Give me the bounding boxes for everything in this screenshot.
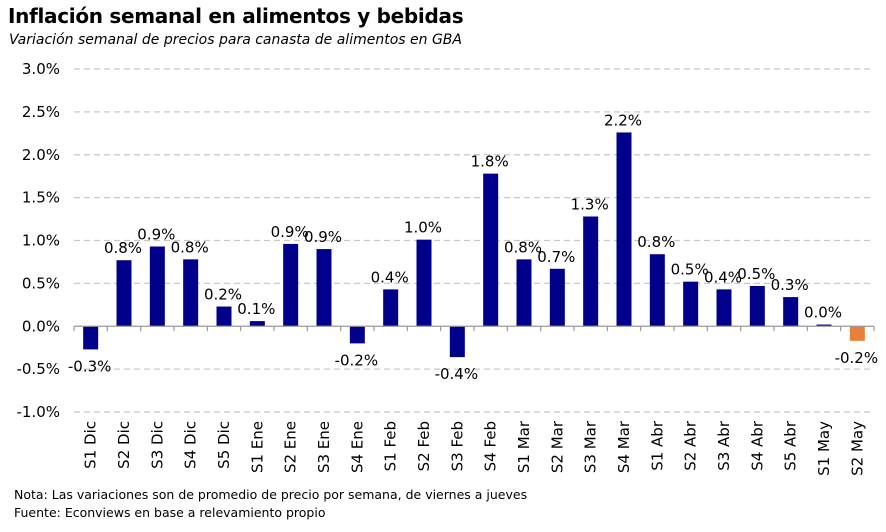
data-label: 0.8% xyxy=(504,238,542,256)
y-tick-label: 0.0% xyxy=(22,317,60,335)
data-label: 0.0% xyxy=(804,304,842,322)
y-tick-label: -1.0% xyxy=(16,403,60,421)
y-tick-label: 0.5% xyxy=(22,274,60,292)
bar xyxy=(183,259,199,327)
bar xyxy=(283,243,299,327)
data-label: 1.0% xyxy=(404,219,442,237)
category-label: S3 Feb xyxy=(448,421,466,471)
data-label: 0.1% xyxy=(237,300,275,318)
y-tick-label: 2.0% xyxy=(22,146,60,164)
chart-note: Nota: Las variaciones son de promedio de… xyxy=(14,487,528,502)
data-label: 2.2% xyxy=(604,111,642,129)
data-label: 1.8% xyxy=(471,153,509,171)
category-label: S3 Dic xyxy=(148,421,166,469)
bar xyxy=(683,281,699,327)
chart-title: Inflación semanal en alimentos y bebidas xyxy=(8,4,464,28)
bar xyxy=(149,246,165,327)
bar xyxy=(783,297,799,327)
category-label: S1 Ene xyxy=(248,421,266,473)
bar xyxy=(416,239,432,327)
data-label: 0.5% xyxy=(737,265,775,283)
y-tick-label: 3.0% xyxy=(22,60,60,78)
data-label: 0.5% xyxy=(671,261,709,279)
zero-axis xyxy=(73,325,875,332)
data-label: -0.2% xyxy=(335,351,379,369)
bar xyxy=(649,254,665,327)
category-label: S4 Abr xyxy=(748,420,766,471)
data-label: 0.8% xyxy=(637,233,675,251)
bar xyxy=(216,306,232,327)
chart-subtitle: Variación semanal de precios para canast… xyxy=(9,32,462,48)
bar xyxy=(483,173,499,327)
category-label: S4 Feb xyxy=(482,421,500,471)
category-label: S2 Dic xyxy=(115,421,133,469)
bar xyxy=(516,259,532,327)
bar xyxy=(816,324,832,327)
gridlines xyxy=(74,68,874,413)
data-label: 1.3% xyxy=(571,195,609,213)
bar xyxy=(716,289,732,327)
data-label: 0.2% xyxy=(204,286,242,304)
y-axis-ticks: 3.0% 2.5% 2.0% 1.5% 1.0% 0.5% 0.0% -0.5% -1.0% xyxy=(16,60,60,421)
category-label: S2 Ene xyxy=(282,421,300,473)
category-label: S3 Ene xyxy=(315,421,333,473)
data-label: 0.7% xyxy=(537,248,575,266)
bar xyxy=(83,326,99,350)
data-label: -0.3% xyxy=(68,357,112,375)
category-label: S1 Dic xyxy=(82,421,100,469)
y-tick-label: -0.5% xyxy=(16,360,60,378)
bar xyxy=(349,326,365,344)
category-label: S2 May xyxy=(848,421,866,476)
data-label: 0.9% xyxy=(271,223,309,241)
bar-chart: 3.0% 2.5% 2.0% 1.5% 1.0% 0.5% 0.0% -0.5% -1.0% -… xyxy=(16,60,878,476)
bar xyxy=(549,268,565,327)
chart-source: Fuente: Econviews en base a relevamiento… xyxy=(14,505,326,520)
category-label: S2 Mar xyxy=(548,420,566,473)
category-label: S5 Dic xyxy=(215,421,233,469)
bars xyxy=(83,132,865,358)
data-label: -0.2% xyxy=(835,349,879,367)
data-label: -0.4% xyxy=(435,365,479,383)
category-labels: S1 Dic S2 Dic S3 Dic S4 Dic S5 Dic S1 Ene S2 E… xyxy=(82,420,867,476)
y-tick-label: 1.5% xyxy=(22,189,60,207)
data-labels: -0.3%0.8%0.9%0.8%0.2%0.1%0.9%0.9%-0.2%0.… xyxy=(68,111,878,383)
bar xyxy=(383,289,399,327)
bar xyxy=(749,285,765,327)
bar xyxy=(116,260,132,327)
data-label: 0.3% xyxy=(771,276,809,294)
bar xyxy=(449,326,465,358)
data-label: 0.4% xyxy=(704,268,742,286)
category-label: S3 Abr xyxy=(715,420,733,471)
bar xyxy=(616,132,632,327)
category-label: S5 Abr xyxy=(782,420,800,471)
category-label: S2 Feb xyxy=(415,421,433,471)
category-label: S1 Abr xyxy=(648,420,666,471)
category-label: S2 Abr xyxy=(682,420,700,471)
bar xyxy=(583,216,599,327)
bar xyxy=(849,326,865,341)
bar xyxy=(249,321,265,327)
category-label: S4 Ene xyxy=(348,421,366,473)
data-label: 0.9% xyxy=(304,228,342,246)
data-label: 0.4% xyxy=(371,268,409,286)
y-tick-label: 1.0% xyxy=(22,232,60,250)
bar xyxy=(316,249,332,327)
category-label: S4 Mar xyxy=(615,420,633,473)
category-label: S3 Mar xyxy=(582,420,600,473)
category-label: S1 Mar xyxy=(515,420,533,473)
category-label: S4 Dic xyxy=(182,421,200,469)
category-label: S1 May xyxy=(815,421,833,476)
y-tick-label: 2.5% xyxy=(22,103,60,121)
data-label: 0.8% xyxy=(104,239,142,257)
data-label: 0.8% xyxy=(171,238,209,256)
data-label: 0.9% xyxy=(137,226,175,244)
category-label: S1 Feb xyxy=(382,421,400,471)
